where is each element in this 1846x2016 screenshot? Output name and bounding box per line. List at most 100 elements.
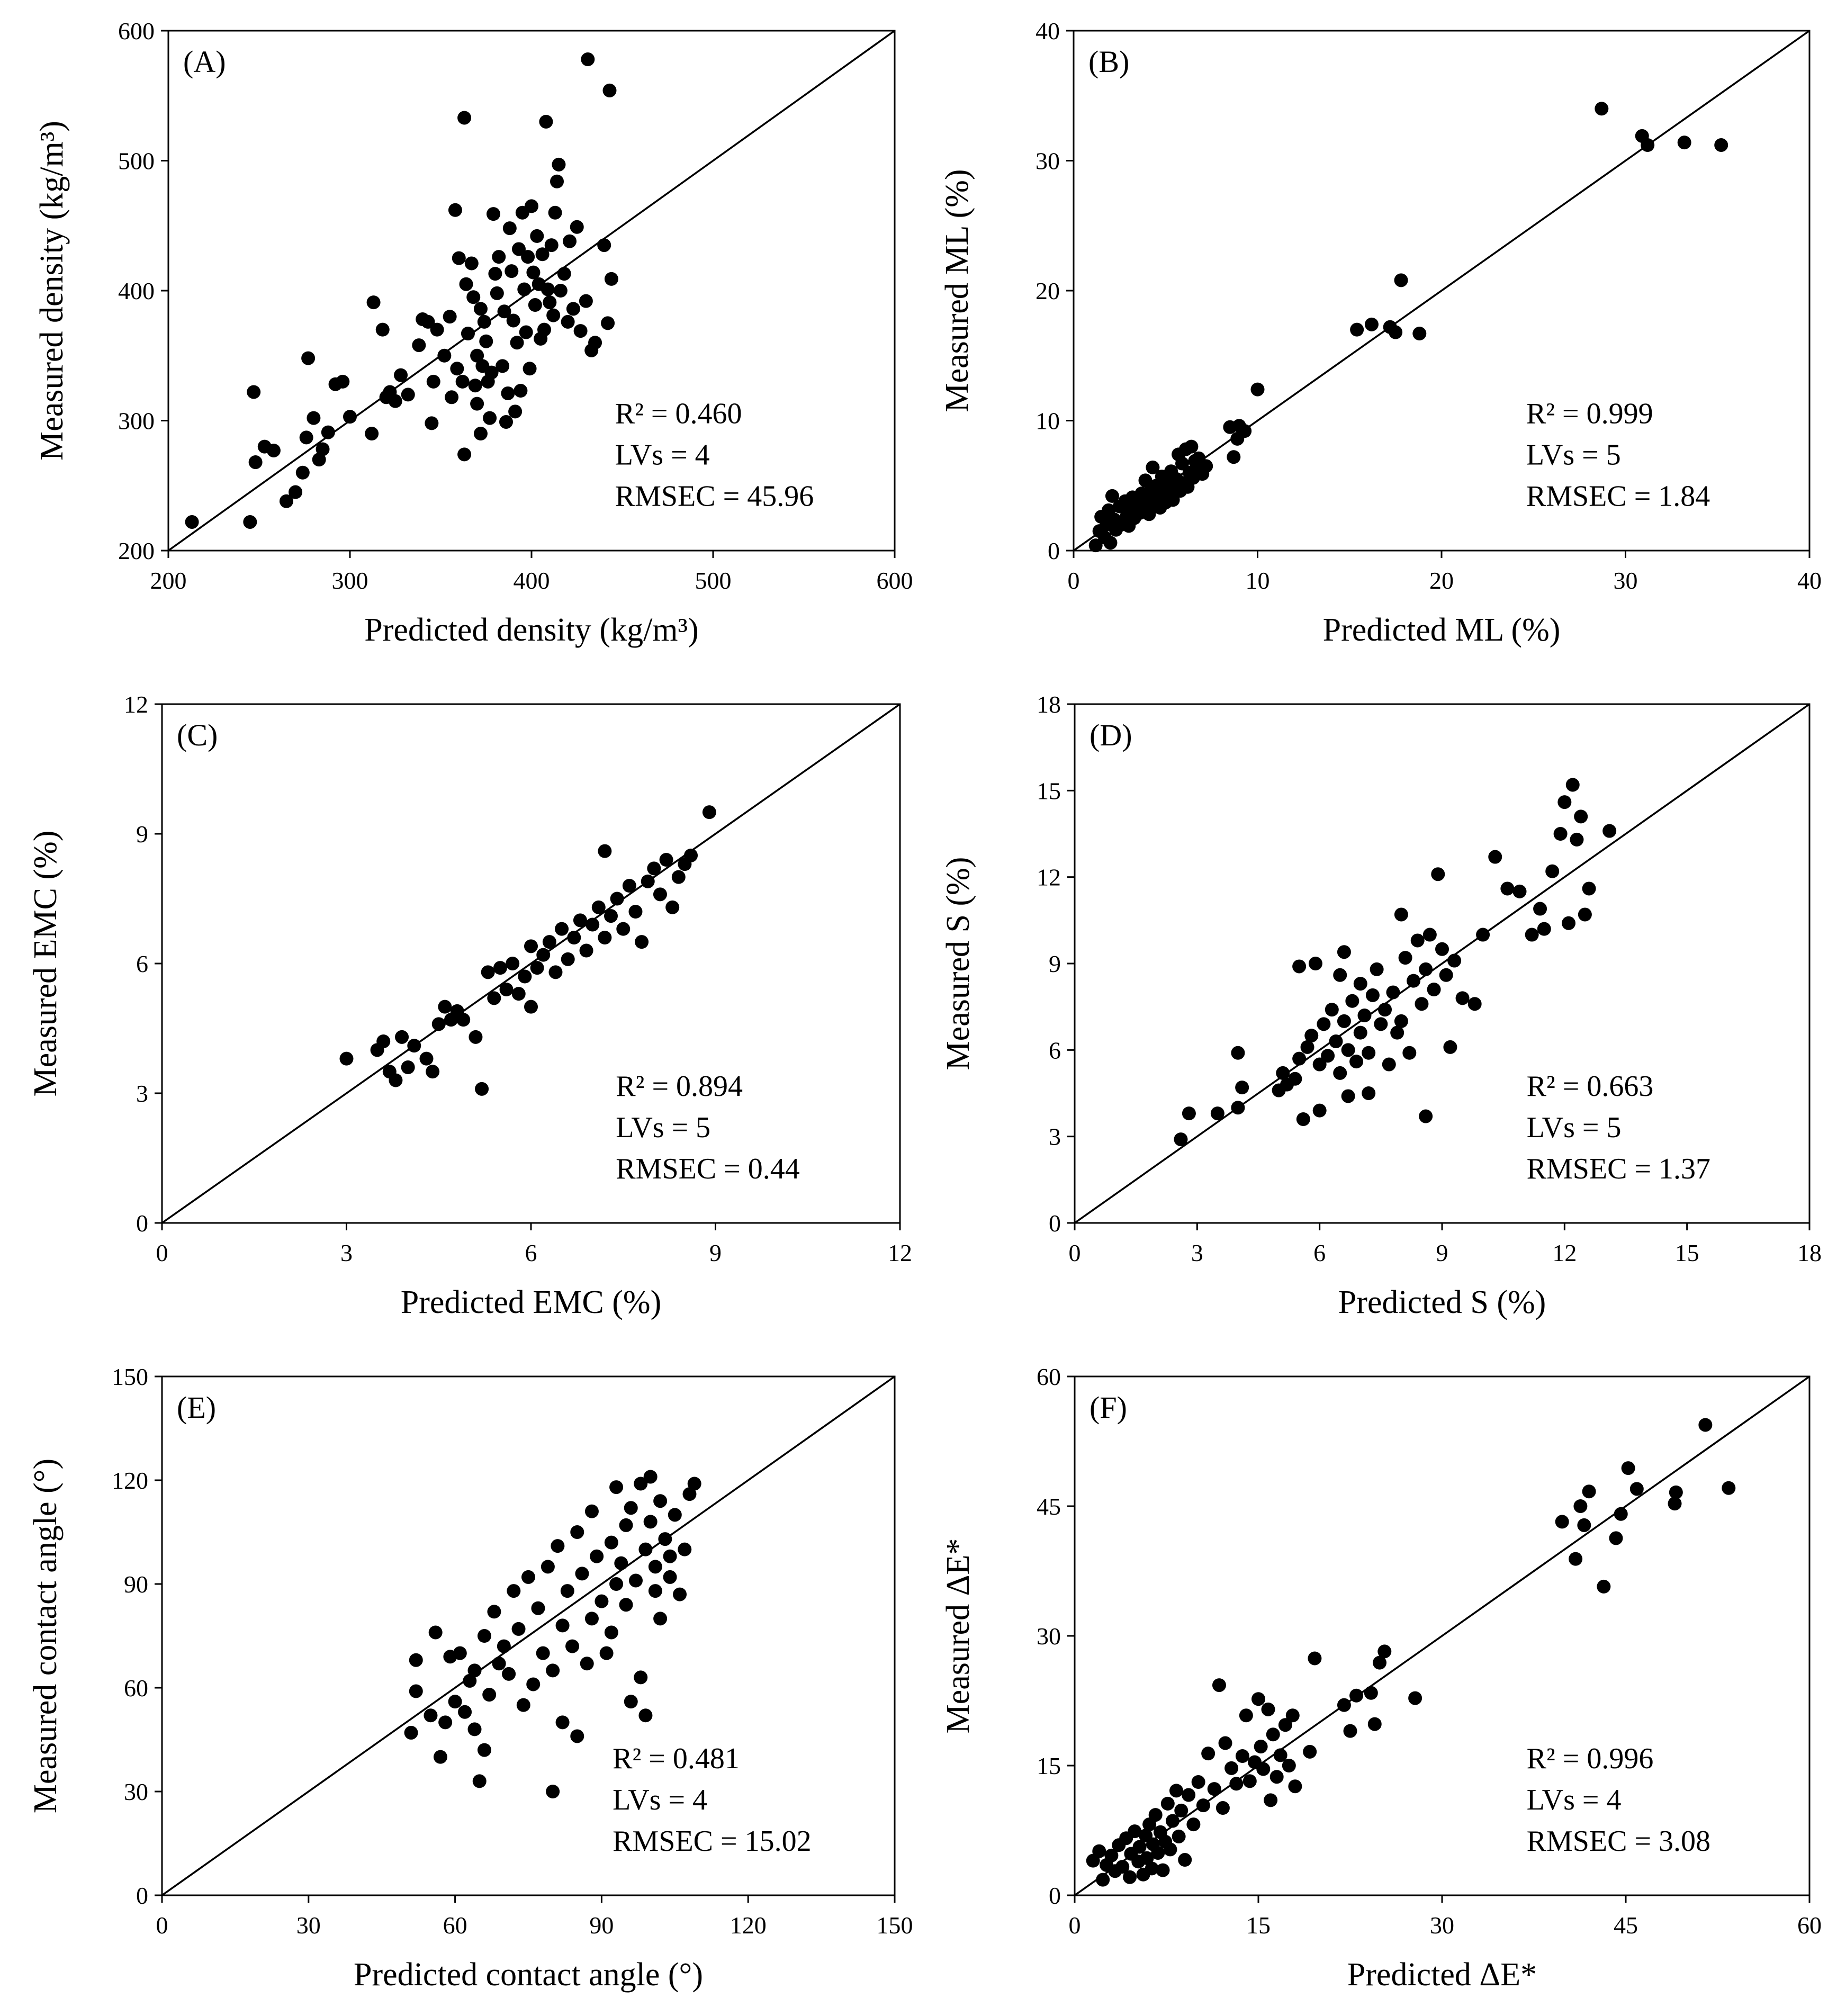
data-point — [663, 1570, 677, 1584]
data-point — [624, 1695, 638, 1709]
stat-line: R² = 0.996 — [1527, 1742, 1654, 1775]
data-point — [1304, 1029, 1319, 1043]
data-point — [1353, 977, 1367, 991]
data-point — [1394, 273, 1408, 287]
data-point — [643, 1470, 658, 1484]
data-point — [1573, 1499, 1588, 1513]
data-point — [624, 1501, 638, 1515]
data-point — [634, 1477, 648, 1491]
y-tick-label: 15 — [1037, 777, 1061, 804]
data-point — [684, 848, 698, 862]
x-tick-label: 0 — [1069, 1239, 1081, 1266]
x-tick-label: 6 — [525, 1239, 537, 1266]
data-point — [488, 267, 502, 281]
data-point — [1292, 959, 1307, 974]
data-point — [1196, 1798, 1210, 1813]
data-point — [1402, 1046, 1417, 1060]
data-point — [524, 939, 538, 953]
data-point — [514, 384, 528, 398]
data-point — [599, 1646, 614, 1660]
data-point — [1577, 1518, 1591, 1532]
data-point — [1412, 327, 1427, 341]
data-point — [1317, 1017, 1331, 1031]
data-point — [1224, 1761, 1239, 1775]
panel-label: (E) — [177, 1390, 216, 1425]
data-point — [1419, 1109, 1433, 1123]
data-point — [536, 1646, 550, 1660]
data-point — [517, 282, 532, 296]
data-point — [301, 351, 316, 365]
x-axis-title: Predicted EMC (%) — [401, 1284, 661, 1320]
data-point — [468, 379, 482, 393]
data-point — [507, 1584, 521, 1598]
data-point — [1574, 809, 1588, 824]
y-tick-label: 18 — [1037, 691, 1061, 718]
data-point — [1431, 867, 1445, 881]
data-point — [1373, 1655, 1387, 1670]
data-point — [1389, 325, 1403, 339]
y-tick-label: 9 — [1049, 950, 1061, 977]
data-point — [1288, 1072, 1302, 1086]
data-point — [1182, 1788, 1196, 1802]
data-point — [492, 250, 506, 264]
data-point — [1353, 1025, 1367, 1040]
y-tick-label: 300 — [118, 408, 155, 435]
data-point — [553, 284, 568, 298]
reference-line — [167, 30, 896, 552]
y-tick-label: 0 — [136, 1210, 148, 1237]
x-tick-label: 15 — [1675, 1239, 1699, 1266]
x-tick-label: 3 — [340, 1239, 353, 1266]
y-tick-label: 10 — [1035, 408, 1060, 435]
data-point — [1447, 953, 1462, 968]
data-point — [1488, 850, 1502, 864]
stat-line: LVs = 4 — [1527, 1784, 1622, 1816]
data-point — [561, 952, 575, 966]
data-point — [541, 1560, 555, 1574]
x-tick-label: 600 — [877, 567, 913, 594]
data-point — [1103, 536, 1118, 550]
data-point — [537, 322, 552, 337]
data-point — [1166, 1814, 1180, 1828]
data-point — [530, 961, 544, 975]
panel-c-emc: 0 3 6 9 12 0 3 6 9 12 Predicted EMC (%) Measured EM… — [28, 691, 912, 1320]
x-tick-label: 30 — [1614, 567, 1638, 594]
stat-line: RMSEC = 1.37 — [1527, 1153, 1710, 1185]
stat-line: R² = 0.999 — [1526, 397, 1653, 430]
data-point — [548, 965, 563, 979]
data-point — [523, 362, 537, 376]
data-point — [557, 267, 571, 281]
x-tick-label: 12 — [1552, 1239, 1577, 1266]
data-point — [456, 1013, 471, 1027]
data-point — [530, 229, 544, 243]
data-point — [1088, 538, 1103, 553]
data-point — [470, 397, 484, 411]
y-tick-label: 3 — [136, 1080, 148, 1107]
data-point — [470, 348, 484, 363]
y-axis-title: Measured ML (%) — [939, 169, 975, 412]
data-point — [395, 1030, 409, 1044]
data-point — [638, 1708, 653, 1723]
data-point — [516, 1698, 530, 1712]
data-point — [614, 1556, 628, 1570]
data-point — [1115, 1860, 1130, 1874]
data-point — [584, 1612, 599, 1626]
reference-line — [161, 1375, 896, 1896]
panel-d-s: 0 3 6 9 12 15 18 0 3 6 9 12 15 18 Predicted S (%) Measu… — [940, 691, 1822, 1320]
data-point — [673, 1587, 687, 1601]
data-point — [428, 1625, 443, 1640]
data-point — [1407, 974, 1421, 988]
data-point — [487, 991, 501, 1005]
data-point — [575, 1567, 589, 1581]
data-point — [247, 385, 261, 399]
data-point — [343, 410, 357, 424]
data-point — [1343, 1724, 1357, 1738]
data-point — [497, 304, 511, 319]
data-point — [628, 905, 643, 919]
data-point — [487, 1605, 501, 1619]
data-point — [1218, 1736, 1232, 1750]
data-point — [443, 310, 457, 324]
data-point — [492, 1657, 506, 1671]
data-point — [438, 1000, 452, 1014]
data-point — [1151, 1846, 1165, 1860]
y-tick-label: 40 — [1035, 17, 1060, 44]
